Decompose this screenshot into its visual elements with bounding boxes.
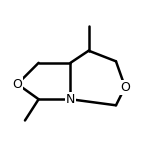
Text: O: O <box>12 78 22 91</box>
Text: N: N <box>66 93 75 106</box>
Text: O: O <box>120 81 130 94</box>
